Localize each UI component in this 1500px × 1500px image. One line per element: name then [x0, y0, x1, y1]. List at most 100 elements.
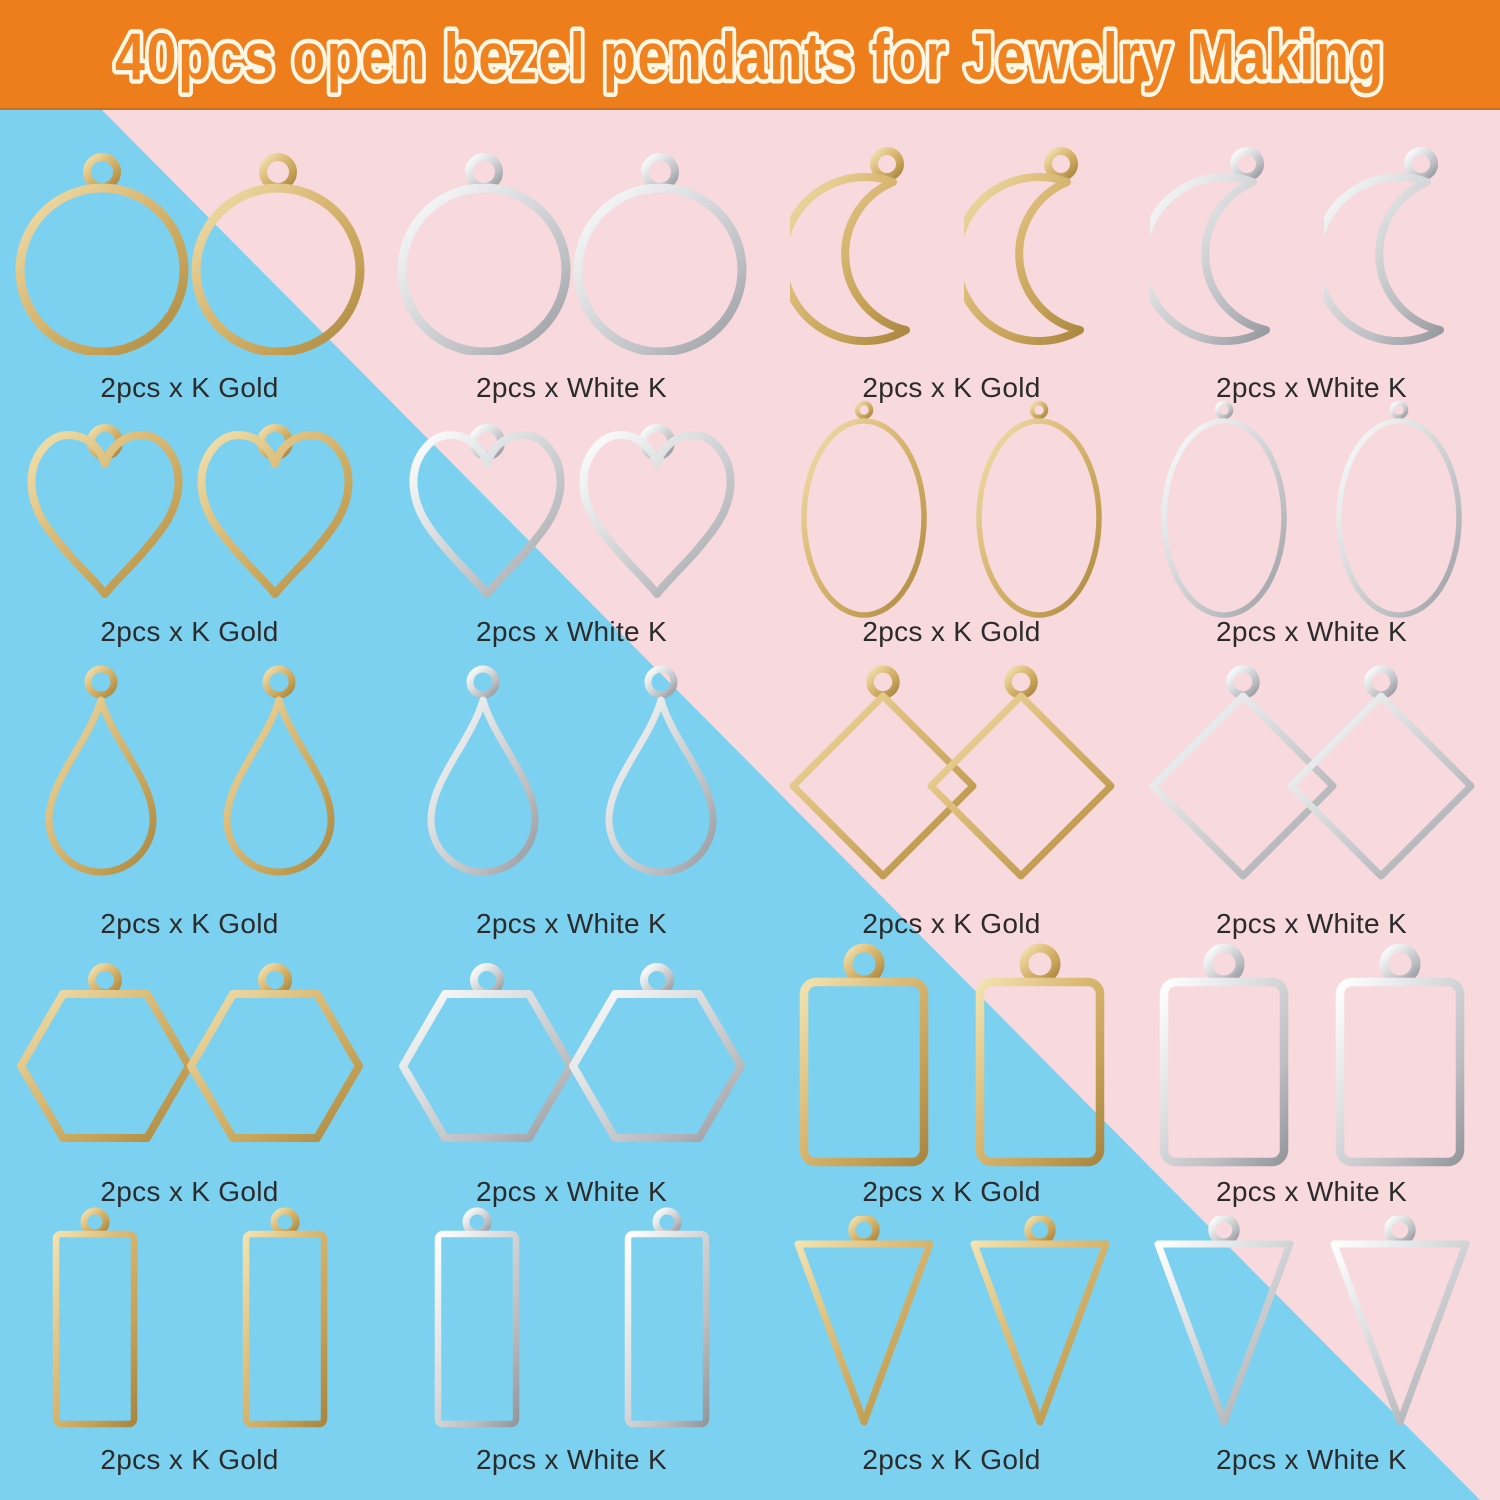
heart-pendant-gold — [197, 424, 352, 598]
pendant-cell-r3c3: 2pcs x K Gold — [760, 652, 1143, 942]
oval-pendant-gold — [975, 400, 1102, 618]
circle-pendant-silver — [573, 153, 746, 355]
pendant-pair-moon-gold — [760, 140, 1143, 355]
quantity-label: 2pcs x White K — [1216, 908, 1407, 939]
quantity-label: 2pcs x White K — [476, 372, 667, 403]
rect-pendant-silver — [1159, 943, 1288, 1167]
rect-pendant-silver — [1335, 943, 1464, 1167]
pendant-cell-r5c1: 2pcs x K Gold — [0, 1206, 381, 1478]
tallrect-pendant-silver — [434, 1207, 519, 1428]
pendant-cell-r2c1: 2pcs x K Gold — [0, 398, 381, 650]
moon-pendant-gold — [963, 147, 1084, 346]
quantity-label: 2pcs x White K — [1216, 1176, 1407, 1207]
circle-pendant-gold — [191, 153, 364, 355]
tallrect-pendant-gold — [52, 1207, 137, 1428]
pendant-pair-heart-silver — [380, 398, 763, 608]
quantity-label: 2pcs x White K — [476, 908, 667, 939]
pendant-cell-r4c3: 2pcs x K Gold — [760, 942, 1143, 1210]
quantity-label: 2pcs x K Gold — [100, 908, 279, 939]
pendant-cell-r3c1: 2pcs x K Gold — [0, 652, 381, 942]
pendant-cell-r3c4: 2pcs x White K — [1120, 652, 1500, 942]
quantity-label: 2pcs x K Gold — [862, 1444, 1041, 1475]
header-banner: 40pcs open bezel pendants for Jewelry Ma… — [0, 0, 1500, 110]
tallrect-pendant-gold — [242, 1207, 327, 1428]
circle-pendant-gold — [15, 153, 188, 355]
moon-pendant-silver — [1323, 147, 1444, 346]
pendant-pair-tallrect-silver — [380, 1206, 763, 1428]
quantity-label: 2pcs x K Gold — [100, 1444, 279, 1475]
pendant-cell-r1c3: 2pcs x K Gold — [760, 140, 1143, 406]
pendant-cell-r2c2: 2pcs x White K — [380, 398, 763, 650]
pendant-pair-diamond-silver — [1120, 652, 1500, 898]
diamond-pendant-silver — [1287, 665, 1474, 880]
quantity-label: 2pcs x White K — [476, 1176, 667, 1207]
quantity-label: 2pcs x K Gold — [862, 908, 1041, 939]
heart-pendant-silver — [579, 424, 734, 598]
pendant-cell-r4c1: 2pcs x K Gold — [0, 942, 381, 1210]
quantity-label: 2pcs x K Gold — [100, 1176, 279, 1207]
quantity-label: 2pcs x K Gold — [862, 372, 1041, 403]
teardrop-pendant-silver — [427, 665, 538, 876]
pendant-cell-r4c4: 2pcs x White K — [1120, 942, 1500, 1210]
pendant-pair-triangle-gold — [760, 1206, 1143, 1428]
quantity-label: 2pcs x White K — [476, 1444, 667, 1475]
pendant-pair-oval-silver — [1120, 398, 1500, 620]
pendant-cell-r2c4: 2pcs x White K — [1120, 398, 1500, 650]
pendant-pair-diamond-gold — [760, 652, 1143, 898]
quantity-label: 2pcs x White K — [1216, 616, 1407, 647]
pendant-pair-heart-gold — [0, 398, 381, 608]
tallrect-pendant-silver — [624, 1207, 709, 1428]
hexagon-pendant-silver — [568, 963, 745, 1142]
diamond-pendant-gold — [789, 665, 976, 880]
pendant-cell-r3c2: 2pcs x White K — [380, 652, 763, 942]
hexagon-pendant-silver — [398, 963, 575, 1142]
heart-pendant-gold — [27, 424, 182, 598]
quantity-label: 2pcs x White K — [1216, 1444, 1407, 1475]
pendant-pair-hexagon-gold — [0, 942, 381, 1155]
pendant-cell-r5c2: 2pcs x White K — [380, 1206, 763, 1478]
triangle-pendant-gold — [970, 1216, 1109, 1426]
moon-pendant-gold — [789, 147, 910, 346]
pendant-pair-rect-gold — [760, 942, 1143, 1168]
header-text-svg: 40pcs open bezel pendants for Jewelry Ma… — [111, 15, 1388, 98]
rect-pendant-gold — [799, 943, 928, 1167]
oval-pendant-silver — [1335, 400, 1462, 618]
oval-pendant-silver — [1160, 400, 1287, 618]
pendant-pair-circle-gold — [0, 140, 381, 355]
rect-pendant-gold — [975, 943, 1104, 1167]
pendant-cell-r1c2: 2pcs x White K — [380, 140, 763, 406]
pendant-cell-r2c3: 2pcs x K Gold — [760, 398, 1143, 650]
pendant-pair-hexagon-silver — [380, 942, 763, 1155]
quantity-label: 2pcs x K Gold — [100, 616, 279, 647]
pendant-pair-teardrop-gold — [0, 652, 381, 884]
triangle-pendant-gold — [794, 1216, 933, 1426]
pendant-pair-oval-gold — [760, 398, 1143, 620]
pendant-cell-r5c4: 2pcs x White K — [1120, 1206, 1500, 1478]
quantity-label: 2pcs x K Gold — [862, 1176, 1041, 1207]
quantity-label: 2pcs x K Gold — [862, 616, 1041, 647]
pendant-pair-rect-silver — [1120, 942, 1500, 1168]
quantity-label: 2pcs x White K — [1216, 372, 1407, 403]
moon-pendant-silver — [1149, 147, 1270, 346]
triangle-pendant-silver — [1330, 1216, 1469, 1426]
diamond-pendant-gold — [927, 665, 1114, 880]
pendant-pair-teardrop-silver — [380, 652, 763, 884]
teardrop-pendant-gold — [45, 665, 156, 876]
pendant-cell-r4c2: 2pcs x White K — [380, 942, 763, 1210]
triangle-pendant-silver — [1154, 1216, 1293, 1426]
pendant-pair-triangle-silver — [1120, 1206, 1500, 1428]
diamond-pendant-silver — [1149, 665, 1336, 880]
page-title: 40pcs open bezel pendants for Jewelry Ma… — [115, 19, 1385, 93]
hexagon-pendant-gold — [186, 963, 363, 1142]
pendant-pair-circle-silver — [380, 140, 763, 355]
quantity-label: 2pcs x K Gold — [100, 372, 279, 403]
teardrop-pendant-silver — [605, 665, 716, 876]
teardrop-pendant-gold — [223, 665, 334, 876]
circle-pendant-silver — [397, 153, 570, 355]
pendant-pair-tallrect-gold — [0, 1206, 381, 1428]
pendant-cell-r1c1: 2pcs x K Gold — [0, 140, 381, 406]
oval-pendant-gold — [800, 400, 927, 618]
pendant-cell-r5c3: 2pcs x K Gold — [760, 1206, 1143, 1478]
pendant-pair-moon-silver — [1120, 140, 1500, 355]
